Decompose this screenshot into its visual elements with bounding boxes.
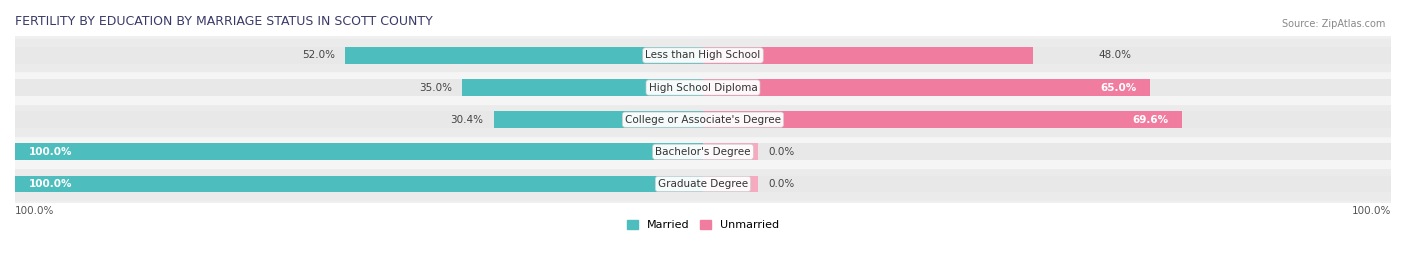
Text: 100.0%: 100.0% <box>28 147 72 157</box>
Bar <box>703 111 1182 128</box>
Text: 48.0%: 48.0% <box>1098 50 1132 61</box>
Text: Less than High School: Less than High School <box>645 50 761 61</box>
Bar <box>15 143 703 160</box>
Bar <box>15 72 1391 104</box>
Text: 100.0%: 100.0% <box>1351 206 1391 216</box>
Bar <box>703 143 758 160</box>
Bar <box>494 111 703 128</box>
Bar <box>15 104 1391 136</box>
Text: College or Associate's Degree: College or Associate's Degree <box>626 115 780 125</box>
Bar <box>15 47 703 64</box>
Bar <box>15 176 703 192</box>
Text: 35.0%: 35.0% <box>419 83 451 93</box>
Bar <box>463 79 703 96</box>
Text: Source: ZipAtlas.com: Source: ZipAtlas.com <box>1281 19 1385 29</box>
Text: Bachelor's Degree: Bachelor's Degree <box>655 147 751 157</box>
Bar <box>346 47 703 64</box>
Bar <box>703 111 1391 128</box>
Text: 0.0%: 0.0% <box>768 147 794 157</box>
Text: 30.4%: 30.4% <box>450 115 484 125</box>
Text: 100.0%: 100.0% <box>15 206 55 216</box>
Bar <box>703 176 1391 192</box>
Text: Graduate Degree: Graduate Degree <box>658 179 748 189</box>
Bar <box>15 39 1391 72</box>
Text: FERTILITY BY EDUCATION BY MARRIAGE STATUS IN SCOTT COUNTY: FERTILITY BY EDUCATION BY MARRIAGE STATU… <box>15 15 433 28</box>
Text: 100.0%: 100.0% <box>28 179 72 189</box>
Text: 52.0%: 52.0% <box>302 50 335 61</box>
Text: 69.6%: 69.6% <box>1132 115 1168 125</box>
Bar <box>703 79 1391 96</box>
Bar <box>15 136 1391 168</box>
Text: 0.0%: 0.0% <box>768 179 794 189</box>
Bar <box>703 176 758 192</box>
Bar <box>703 47 1033 64</box>
Bar <box>703 79 1150 96</box>
Bar <box>15 143 703 160</box>
Bar <box>15 176 703 192</box>
Text: 65.0%: 65.0% <box>1099 83 1136 93</box>
Legend: Married, Unmarried: Married, Unmarried <box>621 215 785 235</box>
Text: High School Diploma: High School Diploma <box>648 83 758 93</box>
Bar <box>703 47 1391 64</box>
Bar <box>703 143 1391 160</box>
Bar <box>15 79 703 96</box>
Bar <box>15 168 1391 200</box>
Bar <box>15 111 703 128</box>
